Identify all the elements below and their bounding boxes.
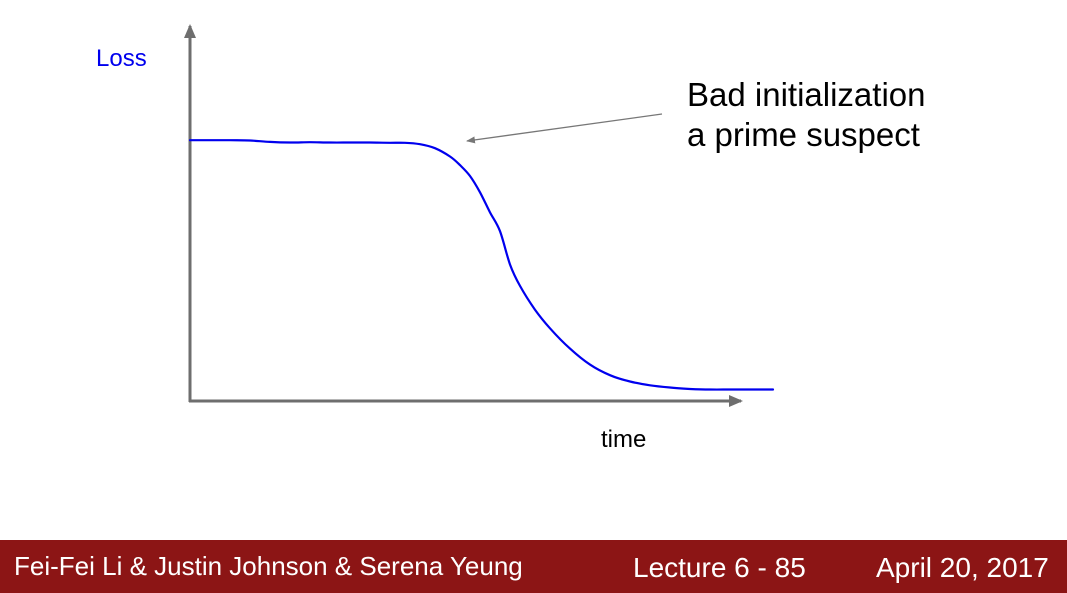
- loss-point-9: [369, 142, 371, 144]
- loss-point-20: [509, 264, 511, 266]
- y-axis-label: Loss: [96, 45, 147, 72]
- footer-lecture-number: Lecture 6 - 85: [633, 552, 806, 583]
- loss-point-22: [534, 309, 536, 311]
- loss-series-points: [189, 139, 774, 390]
- loss-point-4: [269, 141, 271, 143]
- loss-point-34: [772, 389, 774, 391]
- loss-point-29: [669, 387, 671, 389]
- loss-point-26: [609, 374, 611, 376]
- loss-point-12: [419, 143, 421, 145]
- loss-point-23: [549, 327, 551, 329]
- annotation-text: Bad initialization a prime suspect: [687, 75, 925, 155]
- loss-series-line: [188, 139, 775, 391]
- loss-point-16: [469, 175, 471, 177]
- footer-authors: Fei-Fei Li & Justin Johnson & Serena Yeu…: [14, 551, 523, 581]
- loss-point-11: [404, 142, 406, 144]
- loss-point-24: [569, 348, 571, 350]
- x-axis-label: time: [601, 426, 646, 453]
- loss-point-7: [329, 142, 331, 144]
- loss-point-5: [289, 142, 291, 144]
- loss-point-6: [309, 141, 311, 143]
- loss-point-10: [389, 142, 391, 144]
- loss-point-19: [499, 230, 501, 232]
- loss-point-14: [449, 156, 451, 158]
- annotation-arrow: [466, 113, 663, 144]
- loss-point-21: [519, 285, 521, 287]
- loss-point-1: [209, 139, 211, 141]
- loss-point-15: [459, 164, 461, 166]
- loss-point-25: [589, 364, 591, 366]
- loss-point-32: [729, 389, 731, 391]
- slide-footer: Fei-Fei Li & Justin Johnson & Serena Yeu…: [0, 540, 1067, 593]
- annotation-line-1: Bad initialization: [687, 76, 926, 113]
- loss-point-3: [249, 140, 251, 142]
- loss-point-27: [629, 381, 631, 383]
- annotation-line-2: a prime suspect: [687, 116, 920, 153]
- loss-point-2: [229, 139, 231, 141]
- footer-date: April 20, 2017: [876, 552, 1049, 583]
- loss-point-33: [749, 389, 751, 391]
- loss-point-18: [489, 211, 491, 213]
- loss-point-8: [349, 142, 351, 144]
- loss-point-17: [479, 191, 481, 193]
- loss-point-28: [649, 384, 651, 386]
- loss-point-0: [189, 139, 191, 141]
- loss-point-31: [709, 389, 711, 391]
- loss-point-30: [689, 388, 691, 390]
- loss-point-13: [434, 147, 436, 149]
